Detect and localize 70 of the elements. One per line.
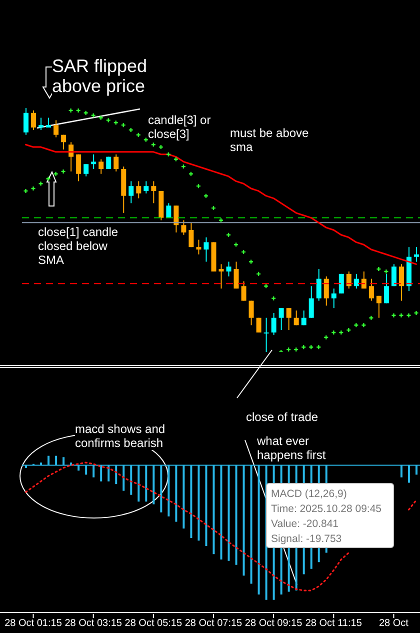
point <box>98 115 104 120</box>
candlestick <box>61 134 66 150</box>
text: macd shows and confirms bearish <box>75 422 166 450</box>
candlestick <box>226 261 232 277</box>
annotation: Time: 2025.10.28 09:45 <box>271 502 383 517</box>
text: SAR flipped above price <box>52 56 148 96</box>
annotation: Signal: -19.753 <box>271 532 343 547</box>
x-tick-label: 28 Oct 07:15 <box>184 618 243 629</box>
candlestick <box>248 300 254 326</box>
x-tick-label: 28 Oct 03:15 <box>64 618 122 629</box>
candlestick <box>144 180 149 194</box>
annotation: MACD (12,26,9) <box>271 487 348 502</box>
candlestick <box>174 205 179 233</box>
candlestick <box>398 264 404 302</box>
point <box>90 112 96 118</box>
candlestick <box>361 270 366 290</box>
candlestick <box>204 236 209 262</box>
x-tick-label: 28 Oct <box>378 618 409 629</box>
annotation: what ever happens first <box>257 434 326 462</box>
candlestick <box>414 246 419 262</box>
candlestick <box>368 278 374 302</box>
candlestick <box>264 317 269 352</box>
candlestick <box>301 310 306 326</box>
candlestick <box>241 280 246 302</box>
candlestick <box>91 154 96 170</box>
candlestick <box>114 154 119 172</box>
candlestick <box>196 239 202 255</box>
candlestick <box>128 180 134 204</box>
candlestick <box>338 273 344 294</box>
x-tick-label: 28 Oct 09:15 <box>244 618 303 629</box>
candlestick <box>188 222 194 248</box>
point <box>368 315 374 320</box>
candlestick <box>84 164 89 177</box>
candlestick <box>31 110 36 130</box>
candlestick <box>24 108 28 136</box>
candlestick <box>151 180 156 204</box>
candlestick <box>136 180 142 199</box>
x-tick-label: 28 Oct 11:15 <box>305 618 362 629</box>
candlestick <box>278 308 284 331</box>
annotation: close[1] candle closed below SMA <box>38 225 118 267</box>
annotation: must be above sma <box>230 126 309 154</box>
candlestick <box>391 264 396 287</box>
candlestick <box>286 308 292 331</box>
candlestick <box>76 154 82 182</box>
candlestick <box>68 142 74 172</box>
candlestick <box>271 312 276 336</box>
text: close of trade <box>246 410 318 424</box>
candlestick <box>294 310 299 326</box>
candlestick <box>166 202 172 218</box>
candlestick <box>256 317 262 333</box>
point <box>46 176 51 182</box>
candlestick <box>234 261 239 290</box>
candlestick <box>324 276 329 306</box>
candlestick <box>38 117 44 130</box>
candlestick <box>346 270 352 290</box>
annotation: candle[3] or close[3] <box>148 113 211 141</box>
candlestick <box>308 286 314 318</box>
annotation: Value: -20.841 <box>271 517 340 532</box>
candlestick <box>54 120 59 138</box>
candlestick <box>331 288 336 309</box>
candlestick <box>316 268 322 302</box>
candlestick <box>98 158 104 174</box>
candlestick <box>354 273 359 290</box>
candlestick <box>376 295 382 318</box>
point <box>354 322 359 328</box>
candlestick <box>181 220 186 236</box>
x-tick-label: 28 Oct 01:15 <box>4 618 62 629</box>
point <box>361 322 366 328</box>
x-tick-label: 28 Oct 05:15 <box>124 618 182 629</box>
candlestick <box>218 264 224 290</box>
